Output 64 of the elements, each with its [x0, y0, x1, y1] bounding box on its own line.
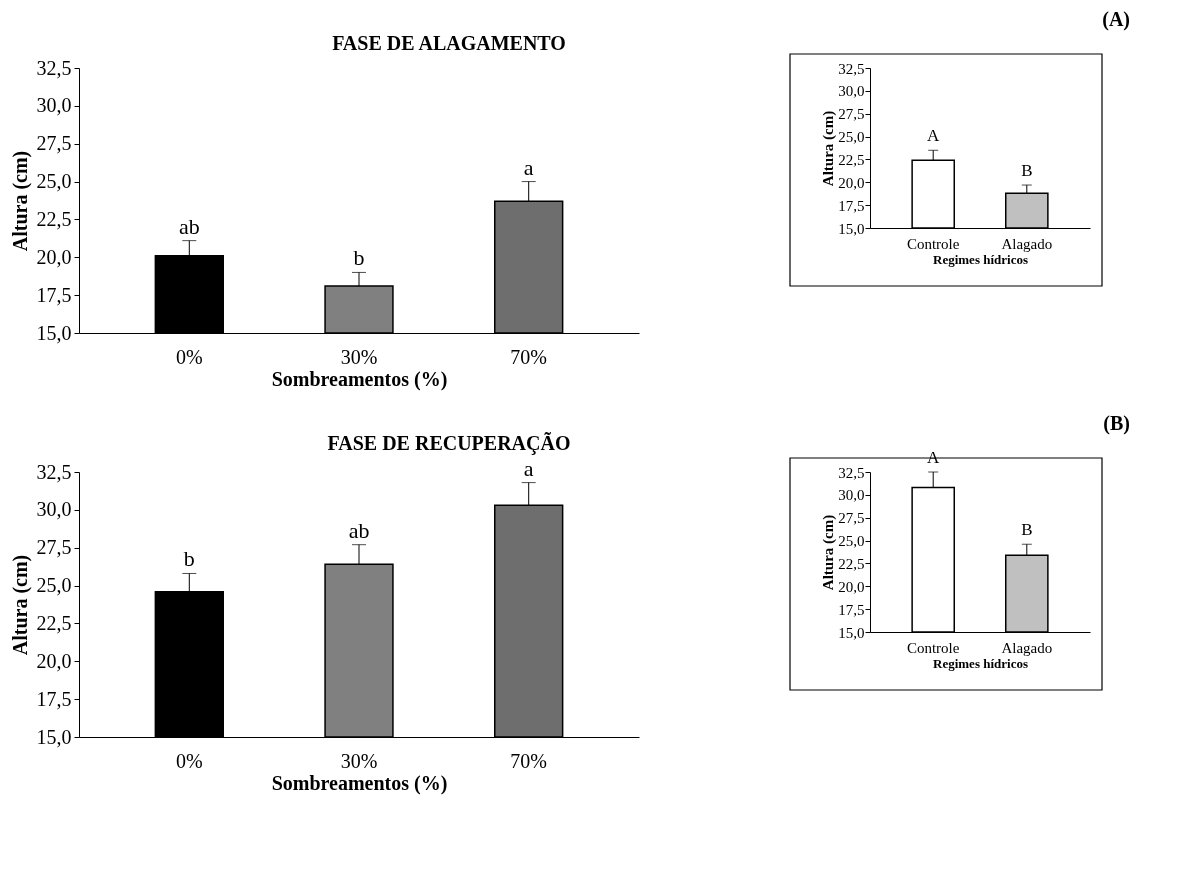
y-tick-label: 30,0: [838, 487, 865, 504]
y-tick-label: 17,5: [36, 687, 72, 710]
y-tick-label: 15,0: [36, 321, 72, 344]
y-tick-label: 15,0: [36, 725, 72, 748]
y-tick-label: 22,5: [36, 207, 72, 230]
y-tick-label: 17,5: [838, 601, 865, 618]
y-tick-label: 20,0: [838, 174, 865, 191]
x-tick-label: 30%: [340, 345, 378, 368]
annotation: B: [1021, 161, 1033, 181]
x-axis-title: Regimes hídricos: [933, 655, 1028, 671]
text: (A): [1102, 8, 1130, 31]
y-tick-label: 20,0: [36, 649, 72, 672]
x-tick-label: Controle: [906, 235, 960, 252]
annotation: ab: [178, 213, 200, 239]
y-tick-label: 20,0: [36, 245, 72, 268]
y-tick-label: 25,0: [838, 533, 865, 550]
y-tick-label: 27,5: [36, 536, 72, 559]
y-tick-label: 30,0: [838, 83, 865, 100]
x-tick-label: 0%: [175, 345, 203, 368]
y-tick-label: 27,5: [838, 106, 865, 123]
chart-title: FASE DE ALAGAMENTO: [332, 32, 566, 54]
y-tick-label: 32,5: [838, 464, 865, 481]
x-tick-label: Controle: [906, 639, 960, 656]
x-tick-label: Alagado: [1001, 235, 1053, 252]
y-tick-label: 27,5: [36, 132, 72, 155]
annotation: b: [183, 546, 195, 572]
y-axis-title: Altura (cm): [820, 110, 838, 187]
x-tick-label: 0%: [175, 749, 203, 772]
x-tick-label: 30%: [340, 749, 378, 772]
y-tick-label: 25,0: [838, 129, 865, 146]
y-axis-title: Altura (cm): [8, 150, 32, 252]
y-axis-title: Altura (cm): [8, 554, 32, 656]
x-axis-title: Sombreamentos (%): [271, 367, 448, 391]
annotation: B: [1021, 520, 1033, 540]
y-tick-label: 15,0: [838, 220, 865, 237]
text: (B): [1103, 412, 1130, 435]
y-tick-label: 30,0: [36, 498, 72, 521]
y-tick-label: 17,5: [36, 283, 72, 306]
y-tick-label: 30,0: [36, 94, 72, 117]
y-axis-title: Altura (cm): [820, 514, 838, 591]
x-tick-label: 70%: [510, 345, 548, 368]
x-axis-title: Sombreamentos (%): [271, 771, 448, 795]
y-tick-label: 25,0: [36, 170, 72, 193]
y-tick-label: 17,5: [838, 197, 865, 214]
chart-title: FASE DE RECUPERAÇÃO: [327, 431, 571, 455]
y-tick-label: 32,5: [838, 60, 865, 77]
x-tick-label: 70%: [510, 749, 548, 772]
annotation: a: [523, 154, 534, 180]
y-tick-label: 22,5: [838, 151, 865, 168]
y-tick-label: 25,0: [36, 574, 72, 597]
y-tick-label: 22,5: [838, 555, 865, 572]
x-axis-title: Regimes hídricos: [933, 251, 1028, 267]
y-tick-label: 22,5: [36, 611, 72, 634]
annotation: a: [523, 455, 534, 481]
annotation: b: [353, 245, 365, 271]
annotation: ab: [348, 517, 370, 543]
y-tick-label: 32,5: [36, 460, 72, 483]
annotation: A: [927, 126, 941, 146]
text: A: [927, 448, 941, 467]
y-tick-label: 27,5: [838, 510, 865, 527]
y-tick-label: 32,5: [36, 56, 72, 79]
y-tick-label: 15,0: [838, 624, 865, 641]
x-tick-label: Alagado: [1001, 639, 1053, 656]
y-tick-label: 20,0: [838, 578, 865, 595]
